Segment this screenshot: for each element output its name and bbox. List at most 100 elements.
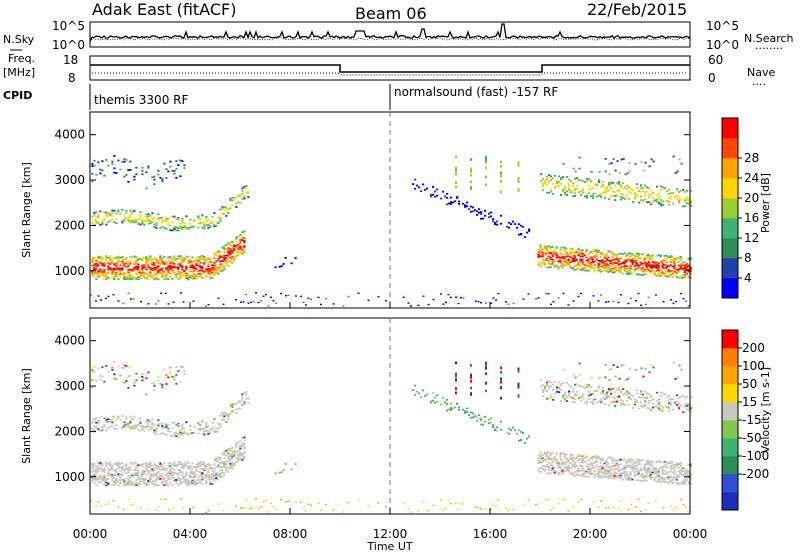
scatter-cell xyxy=(588,384,591,387)
scatter-cell xyxy=(151,427,154,430)
scatter-cell xyxy=(175,464,178,466)
scatter-cell xyxy=(592,403,595,405)
scatter-cell xyxy=(235,408,238,411)
scatter-cell xyxy=(137,271,140,274)
scatter-cell xyxy=(547,468,550,471)
scatter-cell xyxy=(117,300,120,302)
scatter-cell xyxy=(135,272,138,275)
scatter-cell xyxy=(554,174,557,177)
scatter-cell xyxy=(157,471,160,474)
scatter-cell xyxy=(637,254,640,256)
scatter-cell xyxy=(135,484,138,487)
scatter-cell xyxy=(127,277,130,280)
scatter-cell xyxy=(683,267,686,270)
scatter-cell xyxy=(243,233,246,236)
scatter-cell xyxy=(157,271,160,274)
scatter-cell xyxy=(235,505,237,507)
scatter-cell xyxy=(642,190,645,193)
scatter-cell xyxy=(571,453,574,456)
scatter-cell xyxy=(117,261,120,263)
scatter-cell xyxy=(597,300,600,302)
scatter-cell xyxy=(93,417,96,420)
scatter-cell xyxy=(642,169,645,172)
scatter-cell xyxy=(145,377,148,380)
scatter-cell xyxy=(139,429,142,432)
scatter-cell xyxy=(227,261,230,263)
scatter-cell xyxy=(626,390,629,393)
scatter-cell xyxy=(153,479,156,482)
scatter-cell xyxy=(199,256,202,259)
scatter-cell xyxy=(495,299,497,301)
scatter-cell xyxy=(617,470,620,473)
scatter-cell xyxy=(547,461,550,464)
scatter-cell xyxy=(444,401,447,404)
scatter-cell xyxy=(133,472,136,475)
scatter-cell xyxy=(141,221,144,223)
scatter-cell xyxy=(173,469,176,471)
scatter-cell xyxy=(566,382,569,384)
scatter-cell xyxy=(177,476,180,479)
scatter-cell xyxy=(500,380,502,384)
scatter-cell xyxy=(665,255,668,257)
scatter-cell xyxy=(123,464,126,467)
scatter-cell xyxy=(580,292,582,295)
scatter-cell xyxy=(219,251,222,254)
scatter-cell xyxy=(191,274,194,277)
scatter-cell xyxy=(649,258,652,261)
scatter-cell xyxy=(197,470,200,473)
scatter-cell xyxy=(181,425,184,428)
scatter-cell xyxy=(588,398,591,401)
scatter-cell xyxy=(219,476,222,479)
scatter-cell xyxy=(161,384,164,386)
scatter-cell xyxy=(233,402,236,405)
scatter-cell xyxy=(139,257,142,260)
scatter-cell xyxy=(155,433,158,435)
scatter-cell xyxy=(571,457,574,459)
scatter-cell xyxy=(565,453,568,456)
scatter-cell xyxy=(673,260,676,263)
scatter-cell xyxy=(572,373,575,376)
scatter-cell xyxy=(542,178,545,180)
scatter-cell xyxy=(559,259,562,262)
scatter-cell xyxy=(677,482,680,485)
scatter-cell xyxy=(197,428,200,430)
scatter-cell xyxy=(149,428,152,431)
scatter-cell xyxy=(639,273,642,276)
scatter-cell xyxy=(629,271,632,274)
scatter-cell xyxy=(622,388,625,391)
scatter-cell xyxy=(101,220,104,223)
scatter-cell xyxy=(241,237,244,240)
scatter-cell xyxy=(646,392,649,395)
scatter-cell xyxy=(654,405,657,408)
scatter-cell xyxy=(167,471,170,474)
scatter-cell xyxy=(420,396,423,398)
scatter-cell xyxy=(542,189,545,191)
scatter-cell xyxy=(546,397,549,400)
scatter-cell xyxy=(577,254,580,257)
scatter-cell xyxy=(576,184,579,187)
scatter-cell xyxy=(541,252,544,255)
scatter-cell xyxy=(213,459,216,462)
scatter-cell xyxy=(161,475,164,478)
scatter-cell xyxy=(643,464,646,466)
scatter-cell xyxy=(181,466,184,469)
scatter-cell xyxy=(157,423,160,426)
scatter-cell xyxy=(132,298,135,300)
scatter-cell xyxy=(559,452,562,455)
scatter-cell xyxy=(418,186,421,189)
scatter-cell xyxy=(165,498,167,501)
scatter-cell xyxy=(494,221,497,224)
scatter-cell xyxy=(109,268,112,271)
scatter-cell xyxy=(161,262,164,265)
scatter-cell xyxy=(191,462,194,465)
scatter-cell xyxy=(600,400,603,403)
scatter-cell xyxy=(500,428,503,431)
scatter-cell xyxy=(107,418,110,421)
scatter-cell xyxy=(221,419,224,422)
scatter-cell xyxy=(149,258,152,261)
scatter-cell xyxy=(585,455,588,457)
velocity-ylabel: Slant Range [km] xyxy=(20,368,33,464)
scatter-cell xyxy=(159,465,162,468)
scatter-cell xyxy=(619,269,622,272)
scatter-cell xyxy=(640,396,643,399)
